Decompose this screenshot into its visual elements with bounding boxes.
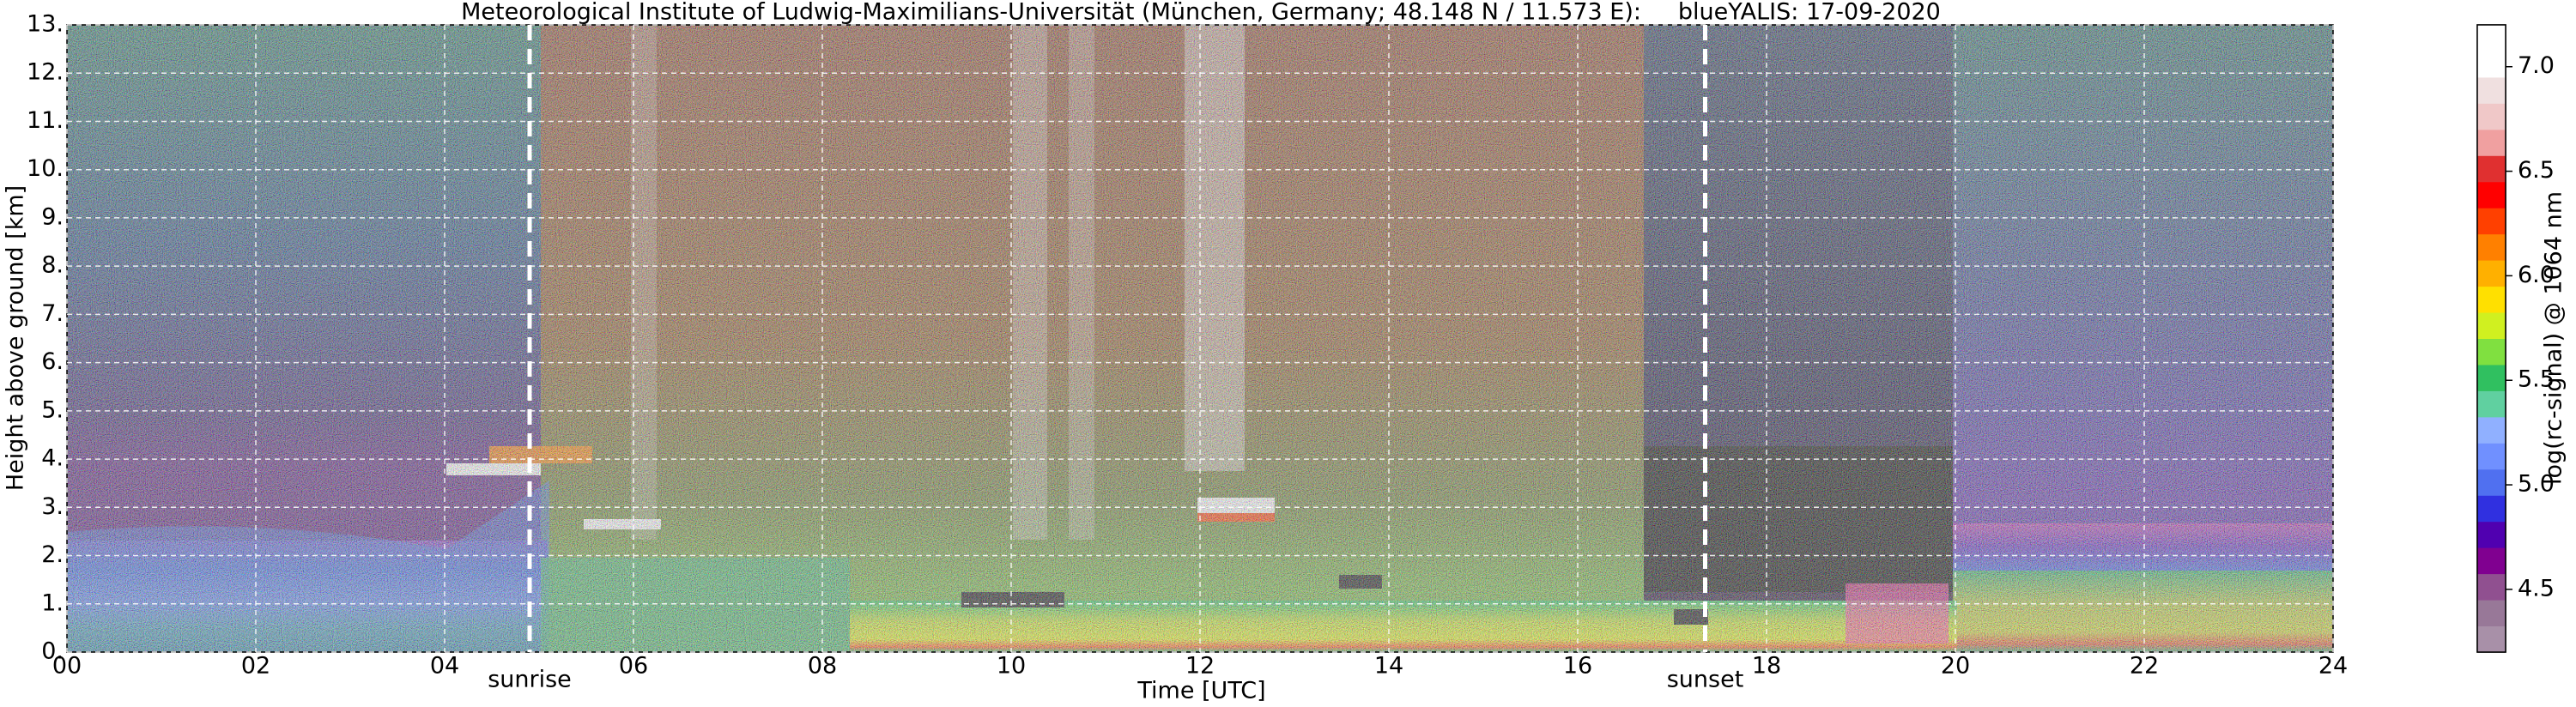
colorbar-label: log(rc-signal) @ 1064 nm [2541,191,2567,485]
x-tick-label: 08 [808,653,837,680]
annotation-label: sunrise [488,667,572,693]
colorbar-segment [2477,103,2506,130]
y-tick-label: 5. [41,396,64,423]
x-tick-label: 10 [997,653,1026,680]
colorbar-segment [2477,443,2506,470]
y-tick-label: 4. [41,445,64,472]
colorbar-segment [2477,338,2506,366]
colorbar-segment [2477,129,2506,156]
colorbar-segment [2477,233,2506,261]
x-tick-label: 20 [1941,653,1970,680]
colorbar-segment [2477,312,2506,339]
colorbar-segment [2477,521,2506,548]
colorbar-segment [2477,76,2506,104]
colorbar-segment [2477,51,2506,78]
x-tick-label: 14 [1374,653,1403,680]
x-tick-label: 24 [2318,653,2348,680]
colorbar-segment [2477,181,2506,208]
y-tick-label: 6. [41,348,64,375]
y-tick-label: 2. [41,541,64,568]
colorbar-segment [2477,600,2506,627]
colorbar-segment [2477,155,2506,183]
y-tick-label: 12. [27,59,64,86]
colorbar-segment [2477,573,2506,601]
y-tick-label: 8. [41,252,64,279]
colorbar-segment [2477,208,2506,235]
y-tick-label: 9. [41,203,64,230]
colorbar-tick-label: 6.5 [2518,157,2555,184]
x-tick-label: 12 [1185,653,1215,680]
colorbar-tick-label: 4.5 [2518,575,2555,601]
x-tick-label: 16 [1563,653,1592,680]
y-axis-label: Height above ground [km] [3,185,29,491]
colorbar-tick-label: 6.0 [2518,262,2555,288]
colorbar-border [2476,24,2506,653]
x-tick-label: 06 [619,653,648,680]
colorbar-tick-label: 5.0 [2518,471,2555,498]
colorbar-segment [2477,286,2506,313]
y-tick-label: 10. [27,155,64,182]
colorbar-segment [2477,468,2506,496]
colorbar-tick-label: 7.0 [2518,52,2555,79]
colorbar-segment [2477,25,2506,51]
chart-title: Meteorological Institute of Ludwig-Maxim… [461,0,1941,26]
x-tick-label: 18 [1752,653,1781,680]
colorbar-segment [2477,390,2506,418]
x-axis-label: Time [UTC] [1136,678,1265,704]
x-tick-label: 02 [241,653,270,680]
y-tick-label: 13. [27,11,64,38]
colorbar-segment [2477,260,2506,287]
annotation-label: sunset [1667,667,1744,693]
x-tick-label: 22 [2130,653,2159,680]
colorbar-segment [2477,495,2506,523]
x-tick-label: 04 [430,653,459,680]
colorbar-segment [2477,416,2506,444]
y-tick-label: 0. [41,638,64,665]
colorbar-segment [2477,625,2506,653]
y-tick-label: 11. [27,107,64,134]
y-tick-label: 7. [41,300,64,327]
y-tick-label: 3. [41,493,64,520]
y-tick-label: 1. [41,589,64,616]
colorbar-segment [2477,364,2506,391]
colorbar-segment [2477,547,2506,575]
colorbar-tick-label: 5.5 [2518,366,2555,393]
x-tick-label: 00 [52,653,82,680]
